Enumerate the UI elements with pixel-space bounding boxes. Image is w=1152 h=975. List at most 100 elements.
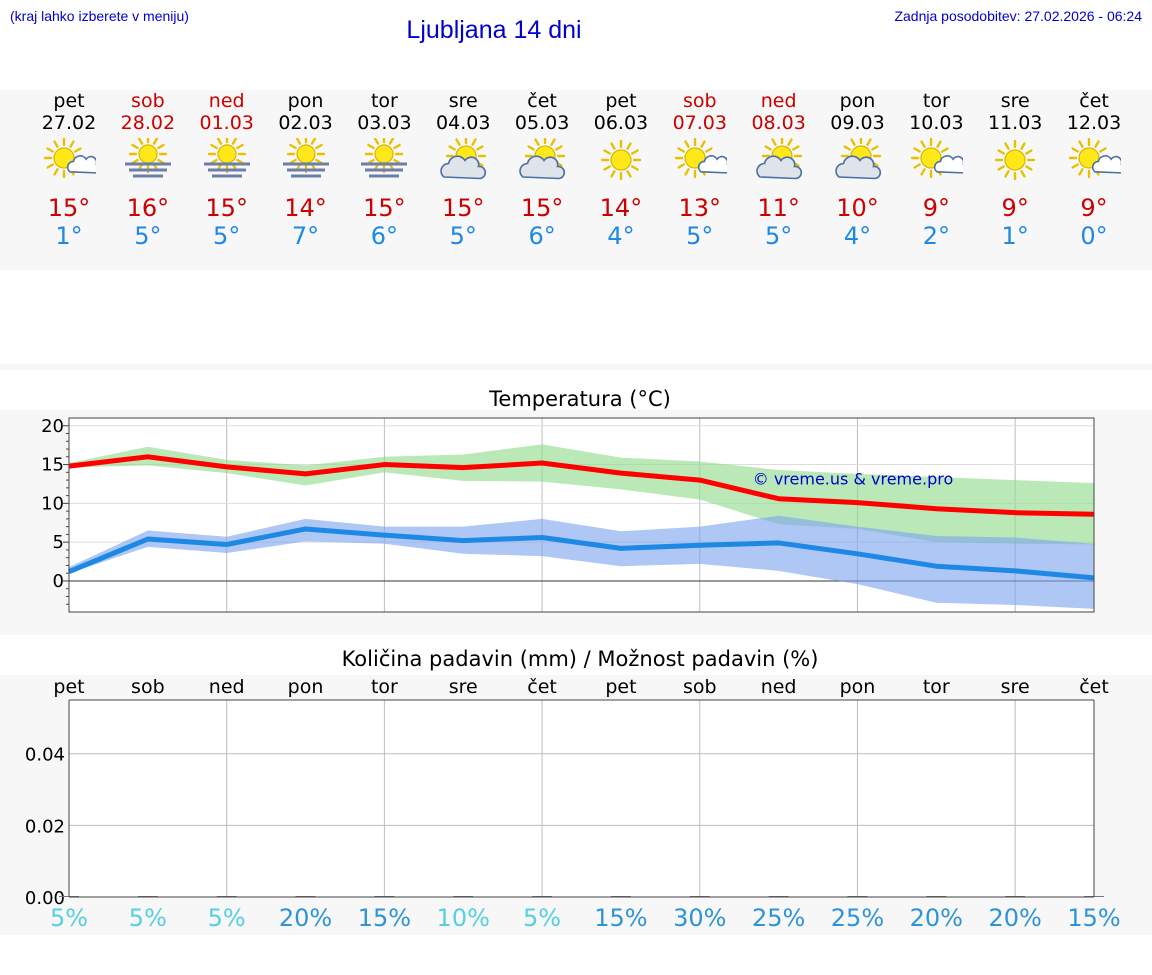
day-name: ned (760, 90, 797, 112)
precipitation-chart-title: Količina padavin (mm) / Možnost padavin … (341, 647, 819, 671)
x-tick-label: sre (449, 676, 478, 698)
day-date: 07.03 (672, 112, 727, 134)
precip-probability: 15% (1067, 904, 1120, 930)
max-temp: 9° (922, 194, 950, 222)
forecast-day: pet 27.02 15° 1° (29, 90, 109, 250)
day-date: 09.03 (830, 112, 885, 134)
max-temp: 14° (284, 194, 327, 222)
day-name: pet (53, 90, 85, 112)
sun-shape (600, 139, 642, 181)
sun-fog-icon (124, 138, 171, 178)
sun-shape (365, 138, 404, 174)
max-temp: 15° (441, 194, 485, 222)
day-date: 02.03 (278, 112, 333, 134)
day-name: pon (839, 90, 876, 112)
y-tick-label: 0.04 (25, 745, 65, 766)
cloud-shape (66, 155, 96, 174)
precip-probability: 20% (988, 904, 1041, 930)
day-name: pet (605, 90, 637, 112)
day-name: sre (448, 90, 478, 112)
partly-cloudy-icon (440, 138, 487, 180)
cloud-shape (934, 155, 964, 174)
min-temp: 5° (765, 222, 793, 250)
fog-lines (361, 162, 408, 178)
precip-probability: 5% (523, 904, 561, 930)
sun-shape (43, 138, 85, 179)
sun-shape (286, 138, 325, 174)
plot-frame (68, 417, 1095, 613)
precip-probability: 15% (594, 904, 647, 930)
sun-cloud-icon (43, 138, 96, 179)
sun-cloud-icon (674, 138, 727, 179)
tmin_range-band (69, 515, 1094, 609)
day-name: pon (287, 90, 324, 112)
day-date: 04.03 (436, 112, 491, 134)
sun-fog-icon (361, 138, 408, 178)
sun-icon (994, 139, 1036, 181)
last-updated: Zadnja posodobitev: 27.02.2026 - 06:24 (894, 8, 1142, 24)
separator-band (0, 364, 1152, 370)
y-tick-label: 0 (53, 571, 64, 592)
max-temp: 9° (1080, 194, 1108, 222)
day-date: 05.03 (514, 112, 570, 134)
precip-probability: 20% (910, 904, 963, 930)
day-date: 28.02 (120, 112, 176, 134)
precip-probability: 25% (831, 904, 884, 930)
forecast-day: čet 05.03 15° 6° (502, 90, 582, 250)
sun-shape (994, 139, 1036, 181)
sun-fog-icon (203, 138, 250, 178)
y-tick-label: 10 (41, 493, 64, 514)
min-temp: 4° (607, 222, 635, 250)
x-tick-label: sob (131, 676, 165, 698)
fog-lines (124, 162, 171, 178)
y-tick-label: 20 (41, 416, 64, 437)
day-date: 11.03 (987, 112, 1043, 134)
precip-probability: 10% (437, 904, 490, 930)
x-tick-label: ned (761, 676, 797, 698)
precip-probability: 5% (208, 904, 246, 930)
day-date: 03.03 (357, 112, 412, 134)
min-temp: 5° (449, 222, 477, 250)
day-date: 12.03 (1066, 112, 1122, 134)
cloud-shape (834, 155, 881, 180)
y-tick-label: 15 (41, 455, 64, 476)
sun-shape (1068, 138, 1110, 179)
temperature-chart-title: Temperatura (°C) (489, 387, 671, 411)
day-name: ned (208, 90, 245, 112)
x-tick-label: tor (923, 676, 950, 698)
precip-probability: 5% (129, 904, 167, 930)
forecast-day: pon 02.03 14° 7° (266, 90, 346, 250)
tmax-line (68, 454, 1095, 517)
page-title: Ljubljana 14 dni (406, 16, 582, 44)
day-name: sre (1000, 90, 1030, 112)
x-tick-label: sob (683, 676, 717, 698)
x-tick-label: pet (53, 676, 84, 698)
watermark: © vreme.us & vreme.pro (753, 470, 954, 489)
partly-cloudy-icon (755, 138, 802, 180)
precip-probability: 15% (358, 904, 411, 930)
precipitation-chart: pet sob ned pon tor sre čet pet sob ned pon tor sre č… (25, 676, 1121, 930)
x-tick-label: pon (288, 676, 324, 698)
forecast-day: ned 01.03 15° 5° (187, 90, 267, 250)
cloud-shape (755, 155, 802, 180)
min-temp: 1° (1001, 222, 1029, 250)
max-temp: 15° (363, 194, 406, 222)
min-temp: 7° (291, 222, 320, 250)
x-tick-label: ned (209, 676, 245, 698)
forecast-day: pon 09.03 10° 4° (818, 90, 898, 250)
cloud-shape (519, 155, 566, 180)
cloud-shape (1091, 155, 1122, 174)
max-temp: 14° (599, 194, 643, 222)
day-name: čet (527, 90, 557, 112)
min-temp: 0° (1080, 222, 1108, 250)
day-name: sob (131, 90, 165, 112)
sun-cloud-icon (911, 138, 964, 179)
cloud-shape (697, 155, 727, 174)
min-temp: 6° (528, 222, 556, 250)
forecast-day: sob 07.03 13° 5° (660, 90, 740, 250)
sun-fog-icon (282, 138, 329, 178)
location-hint: (kraj lahko izberete v meniju) (10, 8, 189, 24)
temperature-chart: 0 5 10 15 20 © vreme.us & vreme.pro (41, 416, 1095, 613)
x-tick-label: pet (605, 676, 636, 698)
max-temp: 11° (757, 194, 800, 222)
